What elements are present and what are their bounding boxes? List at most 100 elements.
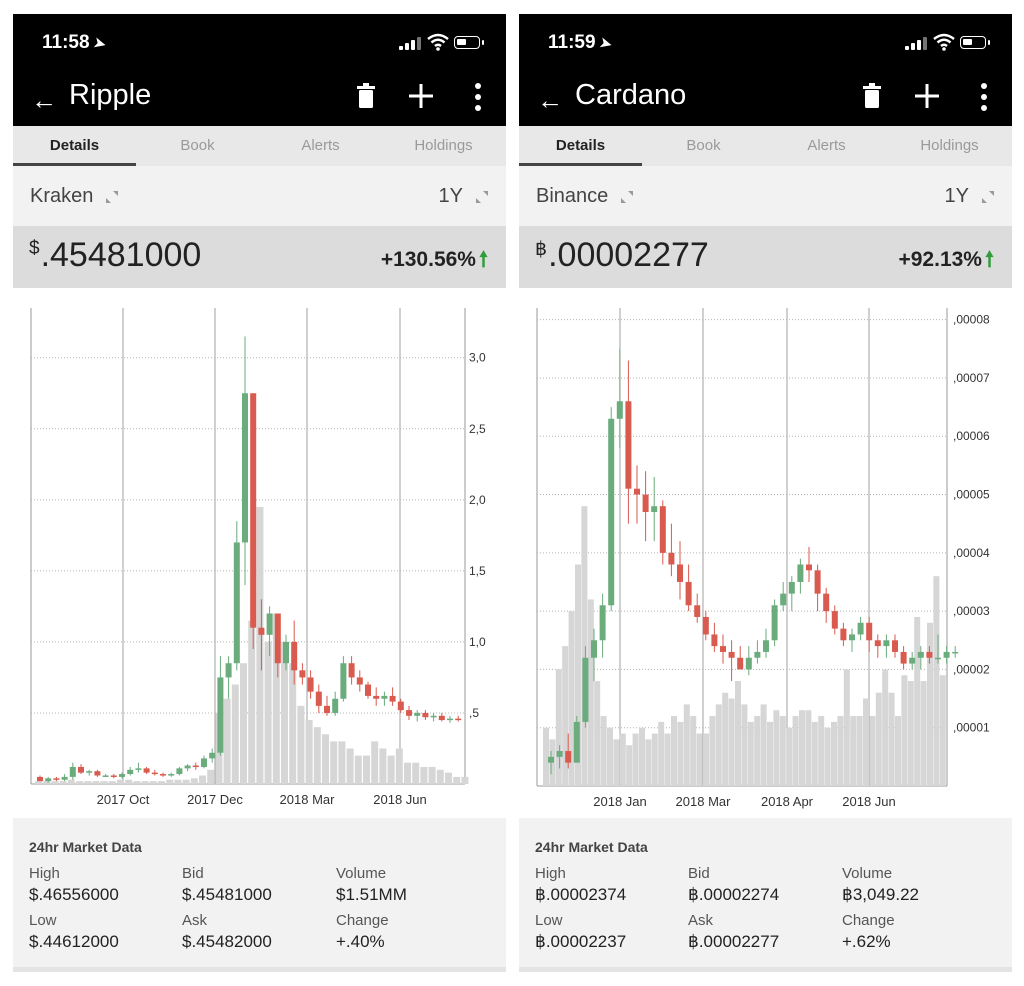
candle-body <box>233 542 240 664</box>
candle-body <box>823 593 830 612</box>
candle <box>565 733 572 769</box>
market-field-ask: Ask $.45482000 <box>182 912 332 952</box>
candle-body <box>892 640 898 652</box>
volume-bar <box>760 704 767 786</box>
battery-icon <box>960 36 990 49</box>
volume-bar <box>354 755 362 784</box>
candle <box>840 622 847 647</box>
candle <box>823 587 830 623</box>
page-title: Ripple <box>69 79 152 111</box>
candle <box>754 640 761 664</box>
candle <box>831 605 838 635</box>
volume-bar <box>920 681 927 786</box>
candle <box>917 646 924 670</box>
candle-body <box>406 710 412 716</box>
candle <box>274 613 281 678</box>
more-vert-icon[interactable] <box>979 82 989 112</box>
candle <box>447 715 453 723</box>
candle-body <box>143 768 150 773</box>
divider <box>519 967 1012 972</box>
candle <box>909 651 916 670</box>
candle <box>151 769 158 776</box>
candle <box>438 712 445 722</box>
plus-icon[interactable] <box>409 82 433 110</box>
field-value: $1.51MM <box>336 885 407 904</box>
field-label: Change <box>842 912 895 929</box>
location-arrow-icon: ➤ <box>91 33 108 53</box>
trash-icon[interactable] <box>356 82 376 110</box>
volume-bar <box>645 739 652 786</box>
volume-bar <box>914 616 921 786</box>
candle <box>217 656 224 756</box>
candle-body <box>430 715 437 718</box>
x-tick-label: 2018 Mar <box>280 792 336 807</box>
field-value: $.45481000 <box>182 885 272 904</box>
candle <box>702 611 709 641</box>
wifi-icon <box>933 33 955 51</box>
phone-screen-cardano: 11:59 ➤ ← Cardano <box>519 14 1012 972</box>
exchange-selector[interactable]: Binance <box>536 185 634 208</box>
field-value: ฿3,049.22 <box>842 885 919 904</box>
tab-details[interactable]: Details <box>519 126 642 166</box>
market-data-panel: 24hr Market Data High ฿.00002374 Bid ฿.000… <box>519 822 1012 972</box>
volume-bar <box>363 755 370 784</box>
volume-bar <box>658 721 665 786</box>
price-chart[interactable]: 3,0 2,5 2,0 1,5 1,0 ,5 2017 Oct 2017 Dec 2018 Ma… <box>13 288 506 818</box>
market-field-high: High $.46556000 <box>29 865 179 905</box>
currency-symbol: ฿ <box>535 239 548 260</box>
change-percent: +92.13% <box>898 248 982 271</box>
candle <box>668 523 675 577</box>
volume-bar <box>346 748 354 784</box>
volume-bar <box>907 681 914 786</box>
divider <box>13 967 506 972</box>
volume-bar <box>207 769 215 784</box>
y-tick-label: ,00003 <box>953 604 990 618</box>
candle-body <box>86 771 93 773</box>
plus-icon[interactable] <box>915 82 939 110</box>
field-value: +.40% <box>336 932 385 951</box>
candle <box>242 336 248 586</box>
tab-book[interactable]: Book <box>686 137 721 154</box>
arrow-left-icon[interactable]: ← <box>31 85 57 115</box>
market-field-ask: Ask ฿.00002277 <box>688 912 838 952</box>
arrow-left-icon[interactable]: ← <box>537 85 563 115</box>
candle-body <box>651 506 658 513</box>
range-selector[interactable]: 1Y <box>439 185 489 208</box>
candle <box>340 656 347 702</box>
volume-bar <box>543 727 549 786</box>
candle <box>926 646 933 664</box>
candle-body <box>711 634 718 647</box>
range-selector[interactable]: 1Y <box>945 185 995 208</box>
y-tick-label: 1,0 <box>469 635 486 649</box>
candle-body <box>874 640 881 647</box>
volume-bar <box>786 727 793 786</box>
price-chart[interactable]: ,00008 ,00007 ,00006 ,00005 ,00004 ,00003 ,000… <box>519 288 1012 818</box>
clock: 11:58 <box>42 32 90 53</box>
volume-bar <box>322 734 329 784</box>
more-vert-icon[interactable] <box>473 82 483 112</box>
y-tick-label: 3,0 <box>469 351 486 365</box>
tab-holdings[interactable]: Holdings <box>414 137 473 154</box>
volume-bar <box>619 733 626 786</box>
volume-bar <box>108 781 116 784</box>
volume-bar <box>651 733 658 786</box>
candle <box>119 772 125 779</box>
trash-icon[interactable] <box>862 82 882 110</box>
candle-body <box>788 581 795 594</box>
candle <box>728 640 735 682</box>
tab-book[interactable]: Book <box>180 137 215 154</box>
candle <box>406 705 412 721</box>
candle <box>250 393 257 650</box>
tab-alerts[interactable]: Alerts <box>807 137 846 154</box>
exchange-selector[interactable]: Kraken <box>30 185 119 208</box>
candle <box>780 581 787 612</box>
candle <box>299 663 306 685</box>
candle <box>307 670 314 699</box>
tab-holdings[interactable]: Holdings <box>920 137 979 154</box>
candle <box>209 748 216 763</box>
tab-details[interactable]: Details <box>13 126 136 166</box>
candle-body <box>283 641 289 664</box>
tab-alerts[interactable]: Alerts <box>301 137 340 154</box>
volume-bar <box>313 727 321 784</box>
volume-bar <box>792 716 799 786</box>
